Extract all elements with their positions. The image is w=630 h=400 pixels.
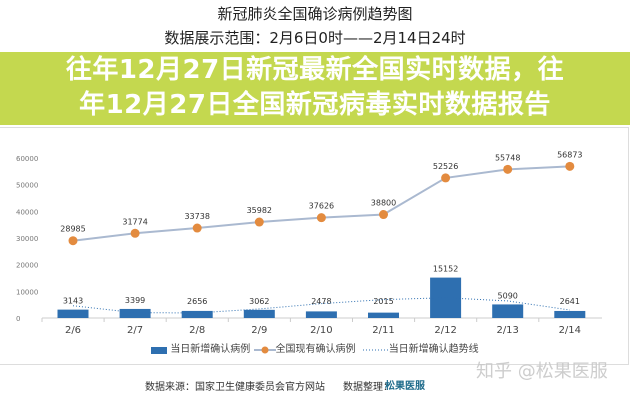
banner-line-2: 年12月27日全国新冠病毒实时数据报告 <box>79 90 551 120</box>
bar-data-label: 2641 <box>560 297 580 306</box>
bar <box>57 309 89 318</box>
line-data-label: 52526 <box>433 162 458 171</box>
line-point <box>130 228 140 238</box>
bar <box>181 310 213 318</box>
y-tick-label: 10000 <box>16 288 38 296</box>
banner-headline: 往年12月27日新冠最新全国实时数据，往 年12月27日全国新冠病毒实时数据报告 <box>0 53 630 123</box>
chart-subtitle: 数据展示范围：2月6日0时——2月14日24时 <box>164 29 466 47</box>
bar-data-label: 15152 <box>433 265 458 274</box>
line-data-label: 55748 <box>495 153 520 162</box>
y-tick-label: 30000 <box>16 235 38 243</box>
bar <box>305 311 337 318</box>
line-data-label: 31774 <box>122 217 147 226</box>
line-point <box>192 223 202 233</box>
legend-trend-swatch <box>362 349 389 351</box>
bar-data-label: 2478 <box>311 297 331 306</box>
x-tick-label: 2/11 <box>372 325 394 336</box>
source-text: 数据来源：国家卫生健康委员会官方网站 <box>145 382 325 393</box>
line-data-label: 38800 <box>371 199 396 208</box>
bar-data-label: 2656 <box>187 297 207 306</box>
bar <box>119 308 151 318</box>
line-data-label: 35982 <box>247 206 272 215</box>
title-banner <box>0 52 630 125</box>
banner-line-1: 往年12月27日新冠最新全国实时数据，往 <box>65 55 565 85</box>
line-point <box>441 173 451 183</box>
bar <box>554 310 586 318</box>
chart-frame <box>0 127 629 365</box>
line-data-label: 28985 <box>60 225 85 234</box>
legend-line-label: 全国现有确认病例 <box>275 344 356 355</box>
line-point <box>379 210 388 220</box>
watermark: 知乎 @松果医服 <box>476 361 608 382</box>
bar-data-label: 2015 <box>373 297 393 306</box>
bar <box>368 312 399 318</box>
x-tick-label: 2/13 <box>496 325 518 336</box>
legend-bar-swatch <box>151 346 168 354</box>
y-tick-label: 20000 <box>16 262 38 270</box>
data-source: 数据来源：国家卫生健康委员会官方网站 数据整理： <box>145 381 393 395</box>
bar <box>243 309 275 318</box>
bar <box>492 304 524 318</box>
x-tick-label: 2/7 <box>127 325 143 336</box>
line-point <box>503 164 513 174</box>
line-point <box>565 161 575 171</box>
line-data-label: 33738 <box>184 212 209 221</box>
legend-bar-label: 当日新增确认病例 <box>170 344 251 355</box>
bar-data-label: 5090 <box>498 291 518 300</box>
chart-legend: 当日新增确认病例 全国现有确认病例 当日新增确认趋势线 <box>0 343 630 358</box>
x-tick-label: 2/10 <box>310 325 332 336</box>
legend-line-swatch <box>253 346 276 354</box>
line-point <box>316 213 326 223</box>
y-tick-label: 50000 <box>16 182 38 190</box>
x-tick-label: 2/8 <box>189 325 205 336</box>
x-tick-label: 2/9 <box>251 325 267 336</box>
legend-trend-label: 当日新增确认趋势线 <box>388 344 479 355</box>
x-tick-label: 2/6 <box>65 325 81 336</box>
y-tick-label: 0 <box>16 315 20 323</box>
bar-data-label: 3062 <box>249 297 269 306</box>
line-data-label: 37626 <box>309 202 334 211</box>
line-data-label: 56873 <box>557 150 582 159</box>
trend-line <box>72 297 570 314</box>
organizer-label: 数据整理： <box>343 382 393 393</box>
line-point <box>254 217 264 227</box>
y-tick-label: 40000 <box>16 208 38 216</box>
y-tick-label: 60000 <box>16 155 38 163</box>
bar-data-label: 3143 <box>63 297 83 306</box>
bar-data-label: 3399 <box>125 296 145 305</box>
line-point <box>68 236 78 246</box>
chart-title: 新冠肺炎全国确诊病例趋势图 <box>217 5 413 23</box>
x-tick-label: 2/12 <box>434 325 456 336</box>
brand-logo: 松果医服 <box>385 381 425 392</box>
x-tick-label: 2/14 <box>559 325 581 336</box>
